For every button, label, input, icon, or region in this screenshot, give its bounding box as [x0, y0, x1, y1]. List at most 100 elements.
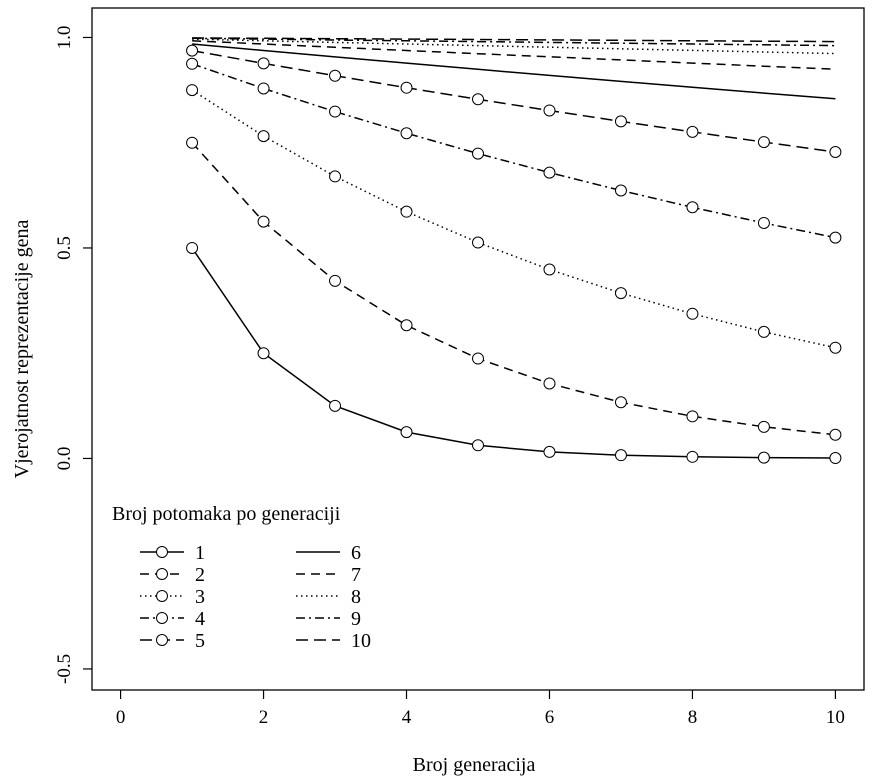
data-point — [543, 445, 556, 458]
data-point — [829, 452, 842, 465]
x-tick-label: 6 — [545, 707, 555, 728]
legend-label: 6 — [351, 542, 361, 564]
legend-label: 8 — [351, 586, 361, 608]
series-line-6 — [192, 43, 836, 100]
series-layer — [186, 37, 842, 465]
data-point — [614, 287, 627, 300]
legend-label: 3 — [195, 586, 205, 608]
data-point — [472, 352, 484, 365]
legend-label: 10 — [351, 630, 371, 652]
series-4 — [186, 57, 842, 244]
data-point — [186, 241, 199, 254]
series-5 — [186, 44, 842, 158]
data-point — [186, 57, 199, 70]
legend-item-8: 8 — [296, 586, 361, 608]
data-point — [257, 215, 270, 228]
legend-label: 7 — [351, 564, 361, 586]
series-line-5 — [191, 49, 836, 153]
data-point — [686, 201, 699, 214]
data-point — [686, 307, 699, 320]
x-tick-label: 0 — [116, 707, 126, 728]
series-3 — [186, 84, 842, 354]
y-axis-label: Vjerojatnost reprezentacije gena — [11, 220, 33, 479]
legend-item-2: 2 — [140, 564, 205, 586]
data-point — [829, 428, 842, 441]
legend-marker — [156, 634, 168, 646]
series-line-2 — [191, 142, 836, 436]
data-point — [543, 377, 556, 390]
data-point — [400, 426, 413, 439]
data-point — [400, 319, 413, 332]
data-point — [686, 410, 699, 423]
data-point — [757, 325, 770, 338]
series-line-3 — [191, 89, 836, 349]
data-point — [614, 396, 627, 409]
y-tick-label: 0.5 — [54, 236, 75, 260]
data-point — [543, 104, 556, 117]
data-point — [186, 84, 199, 97]
data-point — [329, 170, 342, 183]
data-point — [186, 44, 199, 57]
data-point — [829, 231, 842, 244]
series-line-7 — [192, 40, 836, 70]
series-line-9 — [192, 37, 836, 47]
data-point — [472, 439, 484, 452]
series-line-4 — [191, 63, 836, 239]
legend-item-7: 7 — [296, 564, 361, 586]
data-point — [257, 82, 270, 95]
series-9 — [192, 37, 836, 47]
series-1 — [186, 241, 842, 465]
data-point — [686, 125, 699, 138]
series-line-1 — [191, 247, 836, 459]
y-tick-label: 1.0 — [54, 26, 75, 50]
series-7 — [192, 40, 836, 70]
data-point — [686, 450, 699, 463]
legend-item-5: 5 — [140, 630, 205, 652]
legend-item-3: 3 — [140, 586, 205, 608]
x-tick-label: 8 — [688, 707, 698, 728]
x-axis-label: Broj generacija — [413, 754, 536, 776]
legend-item-1: 1 — [140, 542, 205, 564]
data-point — [400, 81, 413, 94]
data-point — [186, 136, 199, 149]
data-point — [329, 274, 342, 287]
data-point — [757, 136, 770, 149]
series-2 — [186, 136, 842, 441]
legend-label: 5 — [195, 630, 205, 652]
series-8 — [192, 38, 836, 55]
data-point — [543, 166, 556, 179]
data-point — [614, 184, 627, 197]
data-point — [472, 93, 484, 106]
data-point — [257, 57, 270, 70]
data-point — [757, 420, 770, 433]
data-point — [257, 130, 270, 143]
legend-marker — [156, 590, 168, 602]
legend-label: 9 — [351, 608, 361, 630]
y-tick-label: 0.0 — [54, 447, 75, 471]
legend-item-4: 4 — [140, 608, 205, 630]
legend-marker — [156, 568, 168, 580]
legend-marker — [156, 612, 168, 624]
data-point — [757, 216, 770, 229]
ticks-layer: 0 2 4 6 8 10 -0.5 0.0 0.5 1.0 — [54, 26, 845, 728]
series-line-8 — [192, 38, 836, 55]
data-point — [329, 69, 342, 82]
legend-item-10: 10 — [296, 630, 371, 652]
legend-label: 1 — [195, 542, 205, 564]
data-point — [329, 399, 342, 412]
x-tick-label: 10 — [826, 707, 845, 728]
x-tick-label: 4 — [402, 707, 412, 728]
data-point — [257, 347, 270, 360]
data-point — [757, 451, 770, 464]
data-point — [614, 449, 627, 462]
data-point — [329, 105, 342, 118]
legend-item-9: 9 — [296, 608, 361, 630]
data-point — [472, 147, 484, 160]
data-point — [829, 341, 842, 354]
data-point — [400, 205, 413, 218]
data-point — [400, 127, 413, 140]
legend-title: Broj potomaka po generaciji — [112, 503, 341, 525]
data-point — [543, 263, 556, 276]
